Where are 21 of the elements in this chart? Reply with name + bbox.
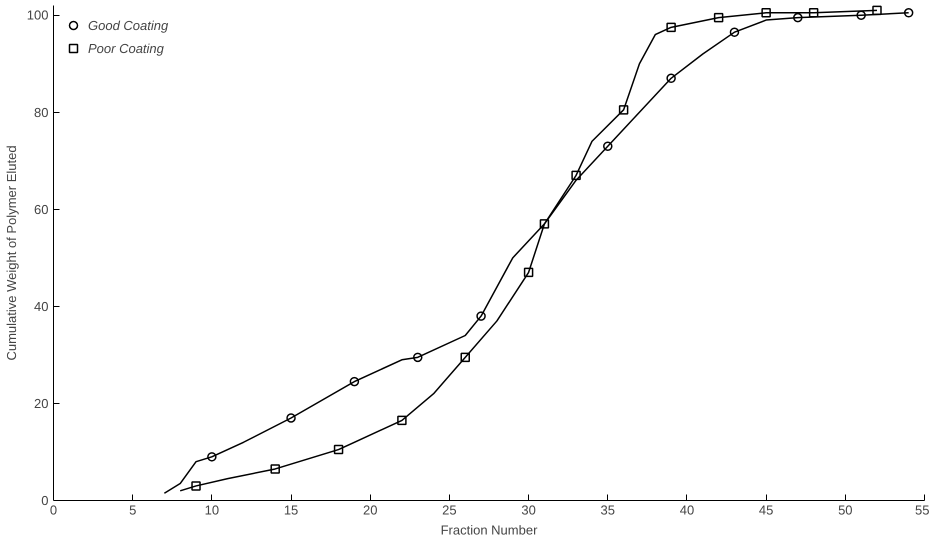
y-tick-label: 100: [26, 8, 49, 23]
y-tick-label: 20: [34, 396, 49, 411]
legend-label: Poor Coating: [88, 40, 164, 56]
x-tick-label: 45: [758, 502, 774, 518]
x-axis-title: Fraction Number: [440, 522, 538, 538]
y-tick-label: 0: [41, 493, 49, 508]
x-tick-label: 40: [680, 502, 694, 518]
x-tick-label: 25: [442, 502, 457, 518]
y-tick-label: 80: [34, 104, 49, 120]
y-axis-title: Cumulative Weight of Polymer Eluted: [4, 145, 19, 361]
legend-label: Good Coating: [88, 18, 168, 32]
x-tick-label: 30: [521, 502, 536, 518]
x-tick-label: 55: [915, 502, 929, 518]
x-tick-label: 35: [600, 502, 616, 518]
x-tick-label: 20: [362, 502, 378, 518]
x-tick-label: 10: [204, 502, 220, 518]
x-tick-label: 15: [284, 502, 298, 518]
y-tick-label: 60: [34, 202, 49, 217]
y-tick-label: 40: [34, 298, 49, 314]
x-tick-label: 5: [129, 502, 136, 518]
x-tick-label: 50: [838, 502, 853, 518]
